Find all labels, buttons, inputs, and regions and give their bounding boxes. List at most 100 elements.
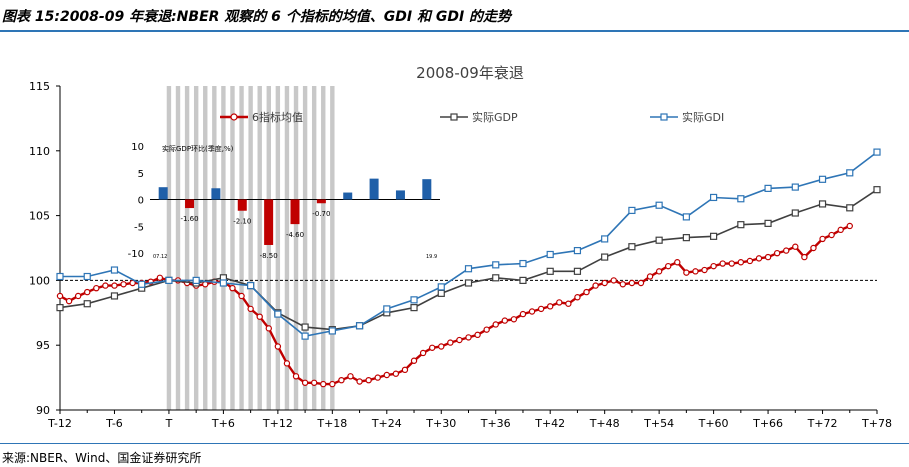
legend-marker <box>450 113 458 121</box>
footer-divider <box>0 443 909 444</box>
data-point <box>537 305 545 313</box>
data-point <box>110 292 119 300</box>
data-point <box>646 273 654 280</box>
data-point <box>83 300 91 308</box>
data-point <box>437 289 445 297</box>
data-point <box>791 209 799 217</box>
legend-marker <box>660 113 668 121</box>
data-point <box>192 276 200 284</box>
data-point <box>737 259 745 266</box>
data-point <box>846 204 854 212</box>
data-point <box>818 175 827 183</box>
y-tick-label: 110 <box>29 145 50 158</box>
data-point <box>573 267 582 275</box>
data-point <box>247 305 254 313</box>
x-tick-label: T+72 <box>807 417 838 430</box>
data-point <box>819 235 826 243</box>
data-point <box>410 296 418 304</box>
data-point <box>746 257 754 265</box>
series-2 <box>56 148 881 340</box>
data-point <box>728 260 735 267</box>
recession-stripe <box>284 86 290 410</box>
x-tick-label: T+60 <box>698 417 729 430</box>
data-point <box>546 267 554 275</box>
data-point <box>238 292 245 300</box>
data-point <box>93 284 100 292</box>
recession-stripe <box>321 86 326 410</box>
data-point <box>655 236 663 244</box>
data-point <box>873 186 881 194</box>
legend-item: 实际GDI <box>650 110 724 124</box>
recession-stripe <box>293 86 299 410</box>
data-point <box>84 288 91 296</box>
data-point <box>510 316 518 323</box>
data-point <box>828 231 835 239</box>
data-point <box>655 201 663 209</box>
y-tick-label: 95 <box>36 339 50 352</box>
recession-stripe <box>230 86 235 410</box>
data-point <box>392 370 400 377</box>
inset-data-label: -8.50 <box>260 252 278 260</box>
data-point <box>574 294 581 301</box>
data-point <box>74 292 82 300</box>
data-point <box>655 268 663 275</box>
data-point <box>320 380 327 388</box>
inset-data-label: -2.10 <box>233 218 251 226</box>
data-point <box>528 308 536 315</box>
data-point <box>465 334 472 341</box>
data-point <box>464 279 473 287</box>
inset-bar <box>237 199 247 211</box>
recession-stripe <box>175 86 181 410</box>
recession-stripe <box>311 86 317 410</box>
source-note: 来源:NBER、Wind、国金证券研究所 <box>2 451 202 465</box>
data-point <box>301 379 309 386</box>
data-point <box>556 299 563 306</box>
data-point <box>846 222 853 230</box>
data-point <box>501 317 509 324</box>
data-point <box>737 221 745 229</box>
data-point <box>492 261 500 269</box>
inset-data-label: -4.60 <box>286 231 304 239</box>
inset-y-tick-label: 0 <box>138 196 144 207</box>
data-point <box>110 266 119 274</box>
recession-stripe <box>239 86 244 410</box>
data-point <box>247 281 255 290</box>
data-point <box>456 336 463 344</box>
data-point <box>674 259 681 266</box>
data-point <box>719 260 726 267</box>
data-point <box>464 265 473 273</box>
data-point <box>138 280 146 288</box>
data-point <box>156 274 164 282</box>
data-point <box>301 332 309 340</box>
data-point <box>628 279 636 287</box>
data-point <box>665 262 672 270</box>
data-point <box>56 272 64 281</box>
series-line <box>60 151 878 337</box>
data-point <box>438 343 445 350</box>
series-line <box>59 224 851 386</box>
recession-stripe <box>275 86 281 410</box>
data-point <box>356 378 363 385</box>
inset-x-tick-label: 19.9 <box>426 254 437 260</box>
legend-label: 实际GDP <box>472 110 518 124</box>
recession-stripe <box>193 86 199 410</box>
data-point <box>410 304 418 312</box>
y-tick-label: 100 <box>29 274 50 287</box>
data-point <box>338 376 345 384</box>
data-point <box>583 288 590 296</box>
data-point <box>492 321 499 328</box>
data-point <box>791 183 799 191</box>
inset-y-tick-label: -10 <box>128 249 144 260</box>
data-point <box>301 323 309 331</box>
data-point <box>265 325 272 332</box>
data-point <box>683 269 690 276</box>
data-point <box>329 380 336 388</box>
data-point <box>619 281 627 288</box>
inset-y-tick-label: -5 <box>134 222 144 233</box>
data-point <box>773 249 781 257</box>
data-point <box>682 213 690 221</box>
recession-stripe <box>166 86 172 410</box>
data-point <box>709 232 718 240</box>
data-point <box>355 322 364 330</box>
data-point <box>692 268 699 275</box>
